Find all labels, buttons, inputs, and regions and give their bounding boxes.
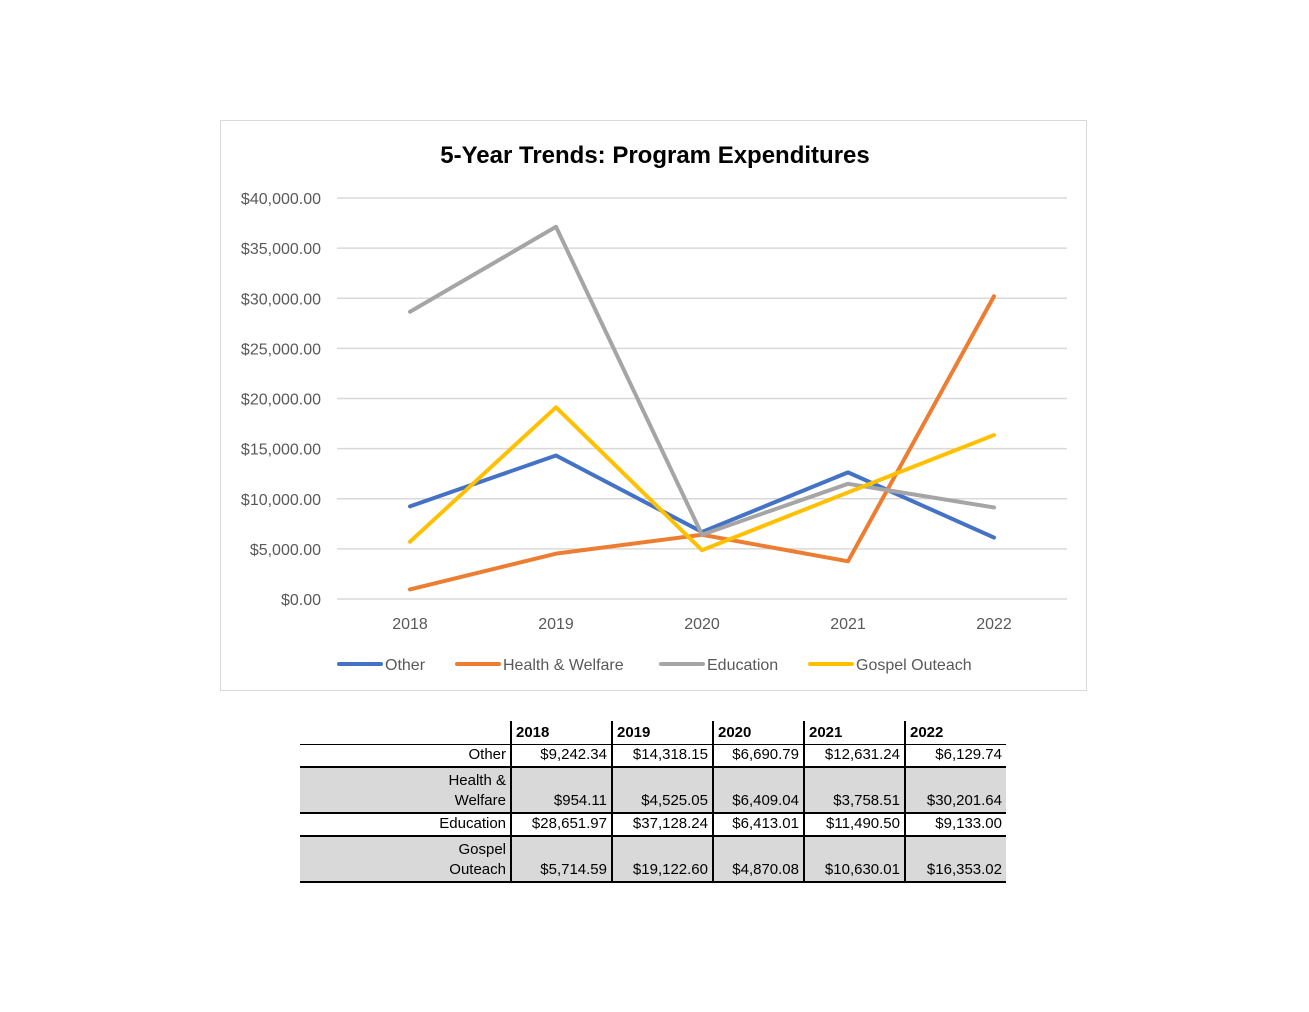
row-label-text: Outeach [449,861,506,878]
legend-label: Health & Welfare [503,657,624,674]
row-label-text: Health & [448,772,506,789]
line-chart: 5-Year Trends: Program Expenditures $0.0… [241,142,1067,674]
row-label-text: Gospel [458,841,506,858]
table-row: Gospel Outeach $5,714.59 $19,122.60 $4,87… [300,836,1006,882]
table-cell: $19,122.60 [611,836,713,882]
y-tick-label: $10,000.00 [241,492,321,509]
header-cell: 2022 [904,721,1006,744]
table-cell: $11,490.50 [803,813,905,836]
row-label: Health & Welfare [300,767,511,813]
table-cell: $954.11 [510,767,612,813]
series-line-education [408,224,996,537]
table-row: Health & Welfare $954.11 $4,525.05 $6,409… [300,767,1006,813]
series-line-health-welfare [408,294,996,592]
table-cell: $30,201.64 [904,767,1006,813]
legend-label: Education [707,657,778,674]
table-cell: $37,128.24 [611,813,713,836]
table-cell: $9,242.34 [510,744,612,767]
row-label: Education [300,813,511,836]
row-label: Other [300,744,511,767]
row-label: Gospel Outeach [300,836,511,882]
chart-title: 5-Year Trends: Program Expenditures [440,142,869,169]
table-row: Other $9,242.34 $14,318.15 $6,690.79 $12… [300,744,1006,767]
x-tick-label: 2019 [538,616,574,633]
legend-label: Other [385,657,426,674]
data-table: 2018 2019 2020 2021 2022 Other $9,242.34… [300,721,1006,883]
x-tick-label: 2020 [684,616,720,633]
y-tick-label: $0.00 [281,592,321,609]
table-cell: $12,631.24 [803,744,905,767]
y-tick-label: $40,000.00 [241,191,321,208]
header-cell: 2018 [510,721,612,744]
series-line-gospel-outeach [408,405,996,553]
y-tick-label: $5,000.00 [250,542,321,559]
table-cell: $6,690.79 [712,744,804,767]
header-cell: 2021 [803,721,905,744]
table-cell: $6,129.74 [904,744,1006,767]
header-cell: 2019 [611,721,713,744]
row-label-text: Education [439,815,506,832]
y-tick-label: $20,000.00 [241,392,321,409]
table-cell: $9,133.00 [904,813,1006,836]
row-label-text: Other [468,746,506,763]
chart-area: 5-Year Trends: Program Expenditures $0.0… [220,120,1087,691]
y-tick-label: $30,000.00 [241,291,321,308]
y-tick-label: $25,000.00 [241,341,321,358]
x-tick-label: 2018 [392,616,428,633]
table-cell: $16,353.02 [904,836,1006,882]
table-row: Education $28,651.97 $37,128.24 $6,413.0… [300,813,1006,836]
row-label-text: Welfare [454,792,506,809]
table-header-row: 2018 2019 2020 2021 2022 [300,721,1006,744]
legend-label: Gospel Outeach [856,657,972,674]
x-tick-label: 2021 [830,616,866,633]
corner-cell [300,721,511,744]
table-cell: $5,714.59 [510,836,612,882]
x-tick-label: 2022 [976,616,1012,633]
header-cell: 2020 [712,721,804,744]
table-cell: $4,525.05 [611,767,713,813]
table-cell: $6,409.04 [712,767,804,813]
table-cell: $4,870.08 [712,836,804,882]
table-cell: $10,630.01 [803,836,905,882]
table-cell: $14,318.15 [611,744,713,767]
table-cell: $3,758.51 [803,767,905,813]
y-tick-label: $35,000.00 [241,241,321,258]
table-cell: $28,651.97 [510,813,612,836]
table-cell: $6,413.01 [712,813,804,836]
y-tick-label: $15,000.00 [241,442,321,459]
